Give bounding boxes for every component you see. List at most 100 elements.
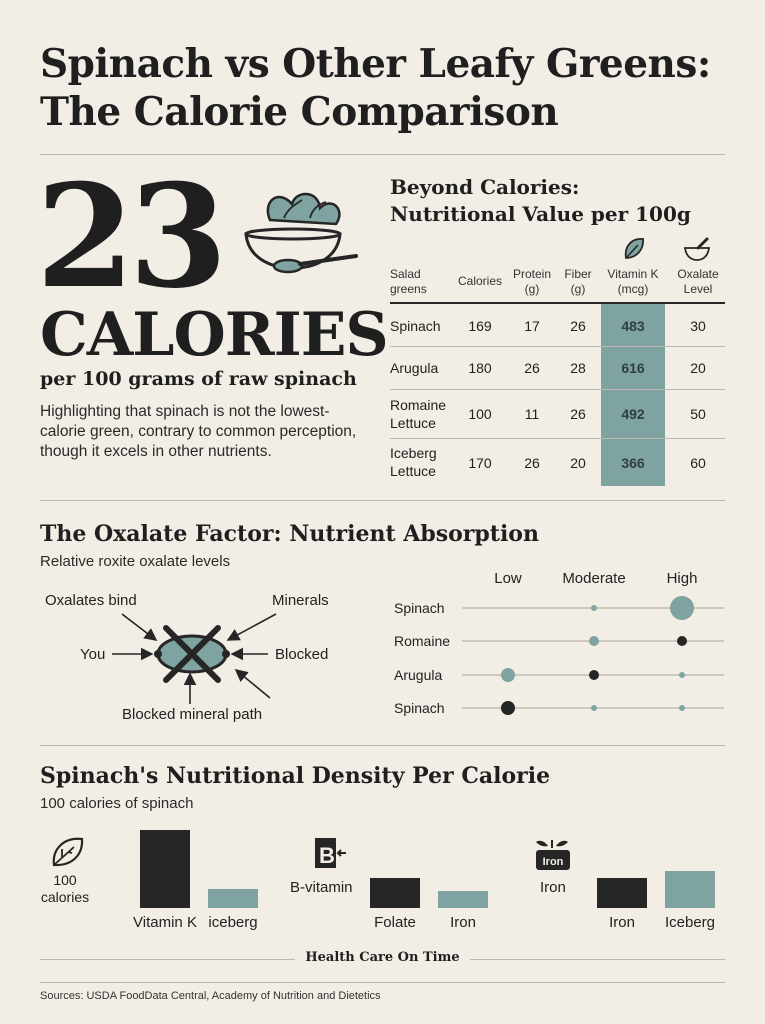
table-cell-name: Arugula (390, 360, 439, 376)
table-row-rule (390, 389, 725, 390)
density-subtitle: 100 calories of spinach (40, 795, 194, 812)
dot-chart-point (589, 636, 599, 646)
table-cell-oxalate: 50 (690, 406, 706, 422)
divider (470, 959, 725, 960)
table-cell-vitamin-k: 366 (621, 455, 645, 471)
bar (208, 889, 258, 908)
bar-label: iceberg (208, 914, 258, 931)
table-header-rule (390, 302, 725, 304)
oxalate-level-header: Low (494, 570, 522, 587)
oxalate-level-dot-chart: Low Moderate High Spinach Romaine Arugula Spin… (390, 566, 730, 726)
table-cell-fiber: 20 (570, 455, 586, 471)
bar-label: Iceberg (664, 914, 716, 931)
table-cell-fiber: 26 (570, 406, 586, 422)
bar (597, 878, 647, 908)
dot-chart-point (670, 596, 694, 620)
table-header-protein: Protein (g) (512, 267, 552, 296)
table-header-calories: Calories (457, 274, 502, 288)
table-header-fiber: Fiber (g) (564, 267, 592, 296)
iron-icon: Iron (536, 840, 570, 870)
divider (40, 500, 725, 501)
table-cell-fiber: 26 (570, 318, 586, 334)
title-line-2: The Calorie Comparison (40, 89, 559, 135)
table-header-greens: Salad greens (390, 267, 427, 296)
dot-chart-row-label: Spinach (394, 700, 445, 716)
oxalate-subtitle: Relative roxite oxalate levels (40, 553, 231, 570)
dot-chart-point (591, 705, 597, 711)
table-cell-vitamin-k: 483 (621, 318, 645, 334)
table-title-line-2: Nutritional Value per 100g (390, 202, 691, 226)
dot-chart-point (677, 636, 687, 646)
table-cell-vitamin-k: 616 (621, 360, 645, 376)
diagram-label-you: You (80, 646, 106, 663)
iron-label: Iron (540, 879, 566, 896)
bar (370, 878, 420, 908)
table-cell-oxalate: 30 (690, 318, 706, 334)
title-line-1: Spinach vs Other Leafy Greens: (40, 41, 711, 87)
divider (40, 982, 725, 983)
sources-note: Sources: USDA FoodData Central, Academy … (40, 990, 381, 1002)
dot-chart-point (679, 672, 685, 678)
diagram-label-oxalates-bind: Oxalates bind (45, 592, 137, 609)
b-vitamin-icon: B (315, 838, 346, 868)
table-cell-calories: 169 (468, 318, 492, 334)
table-cell-calories: 180 (468, 360, 492, 376)
bar (140, 830, 190, 908)
bar-label: Folate (374, 914, 416, 931)
table-cell-protein: 26 (524, 360, 540, 376)
leaf-icon (52, 837, 84, 867)
table-cell-protein: 26 (524, 455, 540, 471)
footer-brand: Health Care On Time (305, 950, 460, 965)
table-title-line-1: Beyond Calories: (390, 175, 580, 199)
diagram-label-blocked: Blocked (275, 646, 329, 663)
divider (40, 959, 295, 960)
dot-chart-point (589, 670, 599, 680)
leaf-icon (624, 238, 644, 259)
oxalate-section-title: The Oxalate Factor: Nutrient Absorption (40, 521, 539, 547)
table-cell-oxalate: 20 (690, 360, 706, 376)
hero-description: Highlighting that spinach is not the low… (40, 403, 357, 460)
svg-text:B: B (319, 843, 335, 868)
table-header-oxalate: Oxalate Level (677, 267, 719, 296)
table-cell-calories: 170 (468, 455, 492, 471)
mortar-and-pestle-icon (683, 237, 711, 261)
table-cell-oxalate: 60 (690, 455, 706, 471)
dot-chart-point (501, 668, 515, 682)
dot-chart-row-label: Spinach (394, 600, 445, 616)
dot-chart-point (501, 701, 515, 715)
table-cell-protein: 17 (524, 318, 540, 334)
nutrient-density-bar-chart: Vitamin K iceberg Folate Iron Iron Iceberg (0, 820, 765, 940)
bar (665, 871, 715, 908)
dot-chart-point (591, 605, 597, 611)
table-cell-protein: 11 (524, 406, 540, 422)
oxalate-level-header: High (666, 570, 698, 587)
divider (40, 745, 725, 746)
density-section-title: Spinach's Nutritional Density Per Calori… (40, 763, 551, 789)
table-title: Beyond Calories: Nutritional Value per 1… (390, 174, 740, 228)
b-vitamin-label: B-vitamin (290, 879, 353, 896)
diagram-label-minerals: Minerals (272, 592, 329, 609)
calories-label: 100 calories (40, 872, 90, 905)
page-title: Spinach vs Other Leafy Greens: The Calor… (40, 40, 740, 136)
bar (438, 891, 488, 908)
table-cell-name: Romaine Lettuce (390, 397, 447, 431)
bowl-of-spinach-icon (244, 192, 358, 274)
vitamin-k-highlight-column (601, 302, 665, 486)
table-cell-vitamin-k: 492 (621, 406, 645, 422)
table-row-rule (390, 438, 725, 439)
table-cell-name: Iceberg Lettuce (390, 445, 437, 479)
calorie-number: 23 (36, 154, 228, 320)
table-row-rule (390, 346, 725, 347)
iron-icon-text: Iron (543, 856, 564, 868)
hero-subtitle: per 100 grams of raw spinach (40, 368, 357, 390)
bar-label: Iron (450, 914, 476, 931)
bar-label: Iron (609, 914, 635, 931)
bar-label: Vitamin K (133, 914, 197, 931)
divider (40, 154, 725, 155)
diagram-label-blocked-path: Blocked mineral path (122, 706, 263, 723)
dot-chart-row-label: Romaine (394, 633, 451, 649)
blocked-absorption-diagram (112, 613, 277, 704)
dot-chart-row-label: Arugula (394, 667, 443, 683)
table-cell-calories: 100 (468, 406, 492, 422)
oxalate-level-header: Moderate (562, 570, 626, 587)
